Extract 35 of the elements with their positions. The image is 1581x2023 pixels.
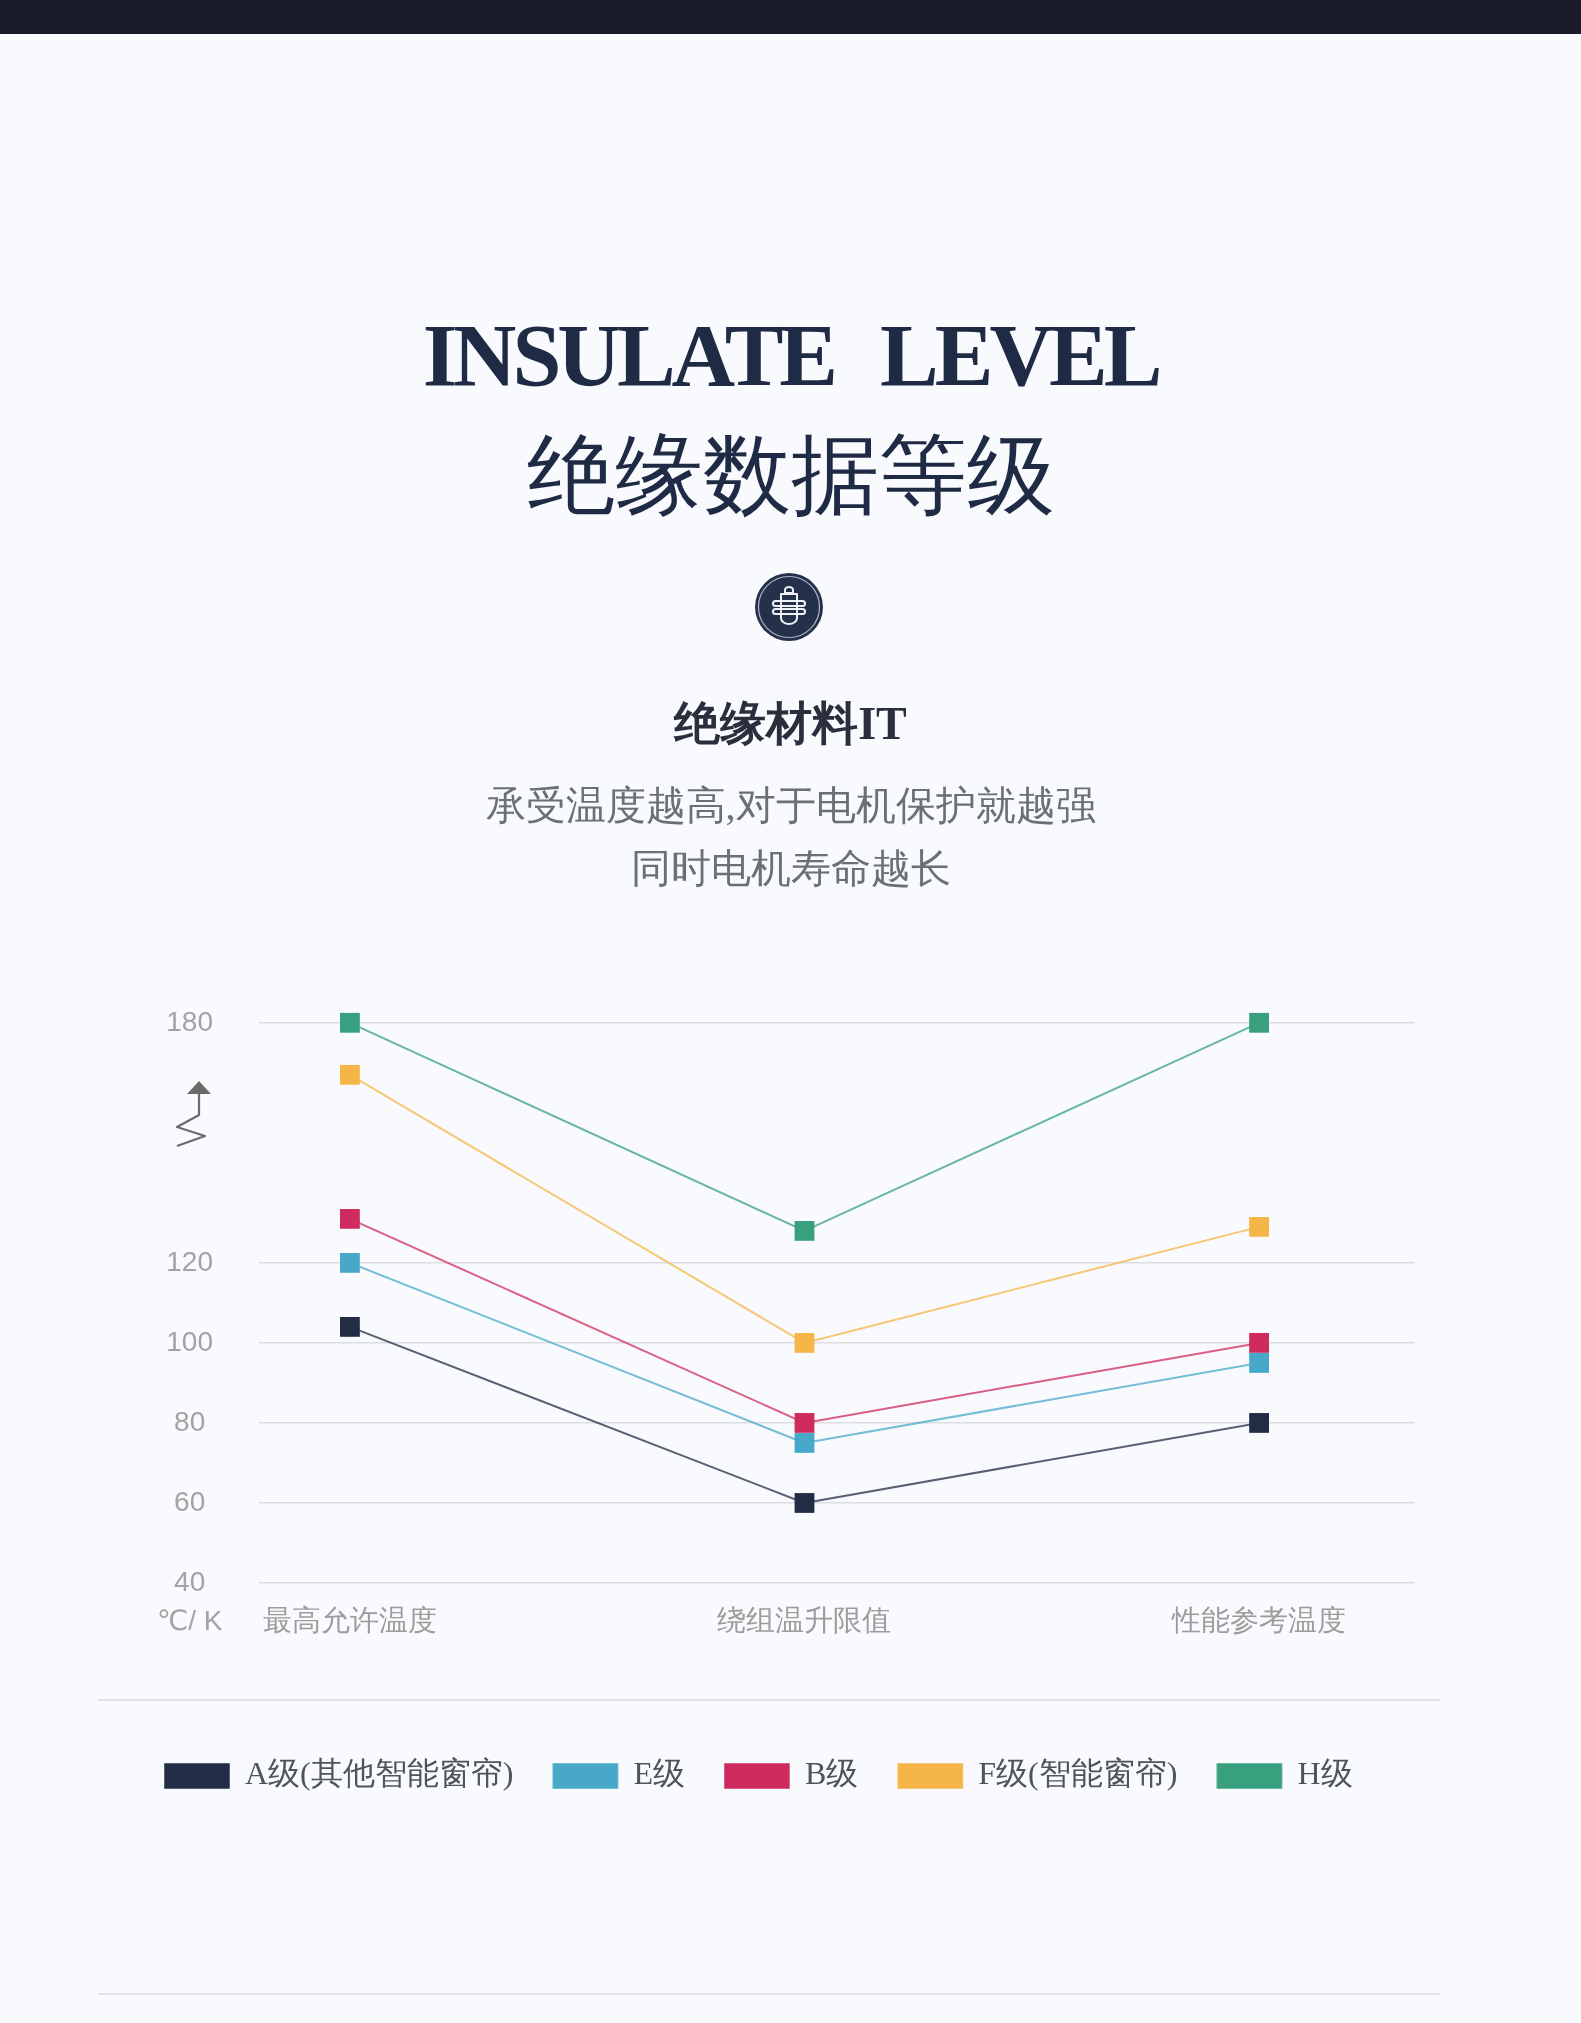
chart-subtitle: 绝缘数据等级 <box>525 427 1056 524</box>
point <box>1249 1012 1269 1033</box>
point <box>340 1252 360 1273</box>
legend-label: F级(智能窗帘) <box>978 1755 1178 1792</box>
legend-label: H级 <box>1297 1755 1353 1792</box>
legend-label: A级(其他智能窗帘) <box>245 1755 514 1792</box>
y-tick-label: 40 <box>174 1565 206 1597</box>
point <box>340 1064 360 1085</box>
y-tick-label: 120 <box>166 1245 213 1277</box>
point <box>794 1433 815 1453</box>
x-tick-label: 绕组温升限值 <box>717 1604 892 1637</box>
point <box>1249 1216 1269 1237</box>
legend-label: E级 <box>633 1755 685 1792</box>
y-tick-label: 80 <box>174 1405 206 1437</box>
y-tick-label: 100 <box>166 1325 213 1357</box>
y-tick-label: 180 <box>166 1005 213 1037</box>
text: 承受温度越高,对于电机保护就越强 <box>484 783 1097 828</box>
y-tick-label: 60 <box>174 1485 206 1517</box>
x-tick-label: 最高允许温度 <box>262 1604 437 1637</box>
point <box>794 1220 815 1241</box>
x-tick-label: 性能参考温度 <box>1171 1604 1347 1637</box>
point <box>340 1012 360 1033</box>
point <box>794 1493 815 1513</box>
point <box>794 1413 815 1433</box>
legend-label: B级 <box>804 1755 859 1792</box>
text: 绝缘材料IT <box>672 698 908 749</box>
chart-title: INSULATE LEVEL <box>421 307 1160 404</box>
y-axis-title: ℃/ K <box>156 1605 223 1637</box>
point <box>794 1333 815 1353</box>
point <box>1249 1333 1269 1353</box>
text: 同时电机寿命越长 <box>629 846 952 891</box>
point <box>340 1208 360 1229</box>
point <box>1249 1353 1269 1373</box>
point <box>1249 1413 1269 1433</box>
point <box>340 1317 360 1337</box>
